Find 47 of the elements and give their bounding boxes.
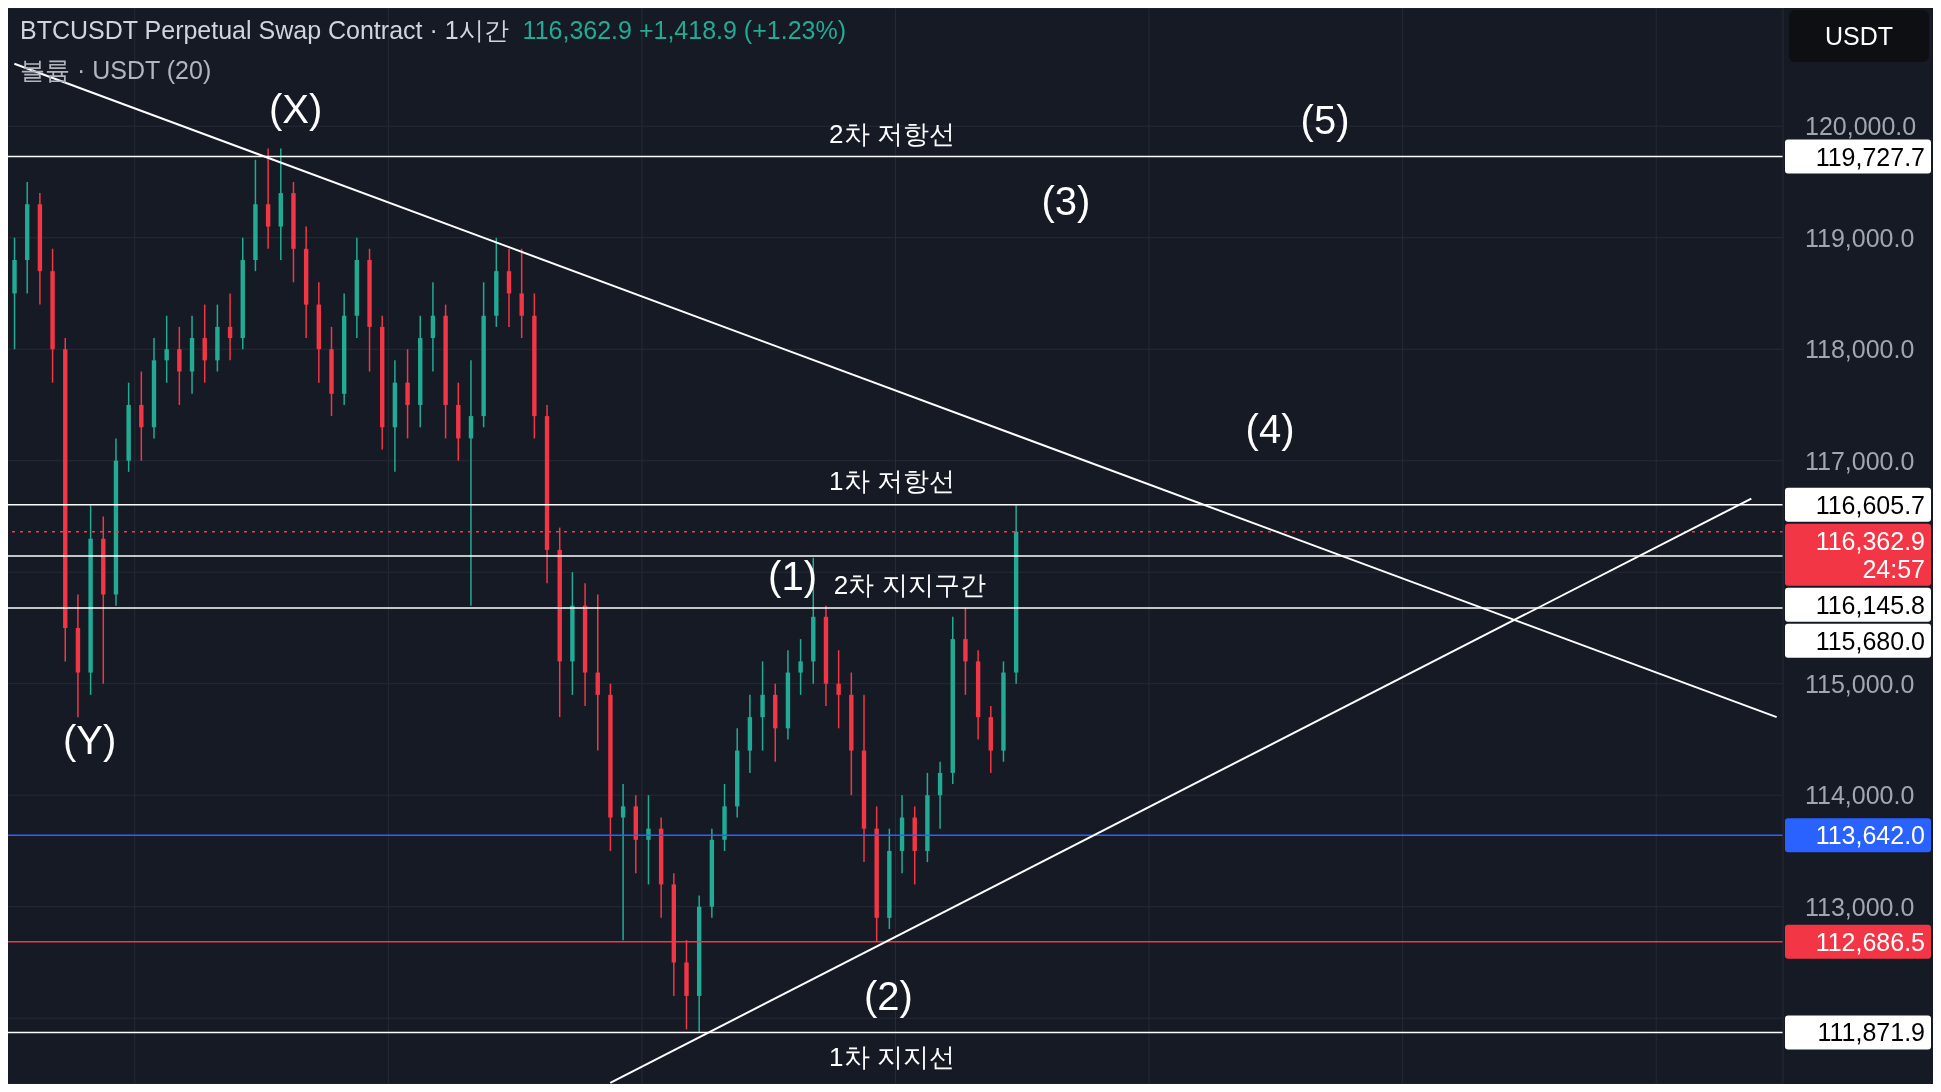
candlestick bbox=[430, 281, 436, 373]
annotation: 2차 저항선 bbox=[829, 118, 955, 149]
y-tick-label: 118,000.0 bbox=[1805, 335, 1915, 364]
y-tick-label: 113,000.0 bbox=[1805, 892, 1915, 921]
annotation: (X) bbox=[268, 87, 323, 132]
candlestick bbox=[139, 370, 144, 462]
ref-line-label: 119,727.7 bbox=[1815, 142, 1925, 171]
candlestick bbox=[595, 593, 600, 752]
chart-title: BTCUSDT Perpetual Swap Contract · 1시간 bbox=[20, 16, 509, 44]
ref-line-label: 116,362.9 24:57 bbox=[1815, 526, 1925, 583]
candlestick bbox=[963, 607, 968, 696]
candlestick bbox=[519, 248, 524, 339]
y-tick-label: 119,000.0 bbox=[1805, 223, 1915, 252]
ref-line-label: 111,871.9 bbox=[1817, 1018, 1925, 1047]
annotation: 1차 저항선 bbox=[829, 466, 955, 497]
annotation: 1차 지지선 bbox=[829, 1042, 955, 1073]
candlestick bbox=[620, 783, 626, 941]
candlestick bbox=[164, 315, 169, 384]
candlestick bbox=[468, 359, 474, 607]
annotation: (3) bbox=[1041, 178, 1091, 223]
candlestick bbox=[937, 761, 943, 830]
annotation: (4) bbox=[1245, 406, 1295, 451]
candlestick bbox=[227, 292, 233, 362]
candlestick bbox=[405, 348, 410, 440]
ref-line-label: 113,642.0 bbox=[1815, 821, 1925, 850]
annotation: (Y) bbox=[62, 717, 117, 762]
y-tick-label: 117,000.0 bbox=[1805, 446, 1915, 475]
annotation: 116,362.9 +1,418.9 (+1.23%) bbox=[522, 16, 847, 44]
candlestick bbox=[836, 649, 841, 730]
annotation: (2) bbox=[863, 973, 913, 1018]
y-tick-label: 115,000.0 bbox=[1805, 669, 1915, 698]
candlestick bbox=[798, 638, 803, 696]
annotation: 2차 지지구간 bbox=[833, 569, 986, 600]
candlestick bbox=[202, 303, 207, 384]
ref-line-label: 116,145.8 bbox=[1815, 590, 1925, 619]
y-tick-label: 114,000.0 bbox=[1805, 781, 1915, 810]
y-axis-title: USDT bbox=[1789, 10, 1929, 62]
candlestick bbox=[177, 326, 182, 406]
candlestick bbox=[265, 147, 271, 250]
candlestick bbox=[760, 660, 765, 752]
ref-line-label: 112,686.5 bbox=[1815, 927, 1925, 956]
ref-line-label: 116,605.7 bbox=[1815, 490, 1925, 519]
candlestick bbox=[506, 248, 512, 328]
ref-line-label: 115,680.0 bbox=[1815, 626, 1925, 655]
candlestick bbox=[646, 794, 651, 886]
annotation: (5) bbox=[1300, 97, 1350, 142]
y-tick-label: 120,000.0 bbox=[1805, 112, 1917, 141]
